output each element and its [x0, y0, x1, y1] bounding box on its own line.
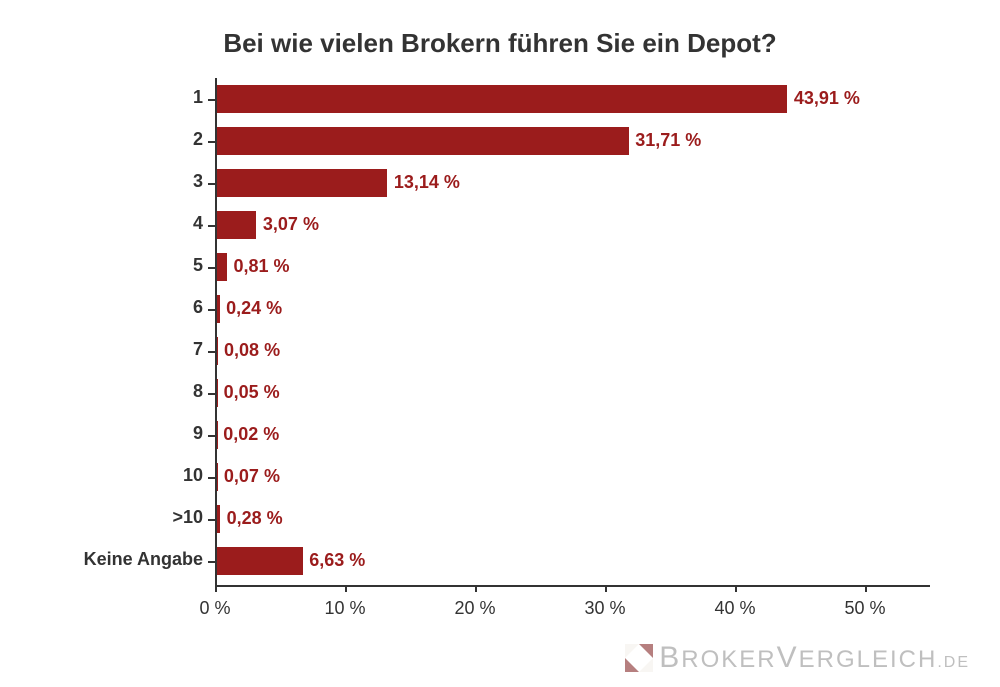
- plot-area: 43,91 % 31,71 % 13,14 % 3,07 % 0,81 % 0,24 % 0…: [215, 78, 930, 625]
- bar-value-label: 31,71 %: [635, 130, 701, 151]
- bar: [217, 211, 257, 239]
- x-axis-tick-label: 20 %: [454, 598, 495, 619]
- y-axis-label: 4: [193, 213, 203, 234]
- bar-value-label: 0,08 %: [224, 340, 280, 361]
- y-axis-label: Keine Angabe: [84, 549, 203, 570]
- x-axis-tick: [345, 585, 347, 592]
- y-axis-tick: [208, 519, 215, 521]
- y-axis-tick: [208, 561, 215, 563]
- y-axis-label: 1: [193, 87, 203, 108]
- x-axis-tick: [215, 585, 217, 592]
- x-axis-tick: [865, 585, 867, 592]
- y-axis-tick: [208, 99, 215, 101]
- x-axis-line: [215, 585, 930, 587]
- bar-value-label: 43,91 %: [794, 88, 860, 109]
- y-axis-label: 7: [193, 339, 203, 360]
- x-axis-tick-label: 50 %: [844, 598, 885, 619]
- y-axis-tick: [208, 351, 215, 353]
- bar-value-label: 6,63 %: [309, 550, 365, 571]
- bar: [217, 295, 220, 323]
- x-axis-tick-label: 10 %: [324, 598, 365, 619]
- bar-value-label: 0,07 %: [224, 466, 280, 487]
- bar: [217, 505, 221, 533]
- y-axis-tick: [208, 435, 215, 437]
- bar: [217, 463, 218, 491]
- x-axis-tick: [735, 585, 737, 592]
- bar-value-label: 0,28 %: [227, 508, 283, 529]
- y-axis-tick: [208, 393, 215, 395]
- bar-value-label: 3,07 %: [263, 214, 319, 235]
- y-axis-label: 9: [193, 423, 203, 444]
- bar: [217, 337, 218, 365]
- chart-container: Bei wie vielen Brokern führen Sie ein De…: [0, 0, 1000, 687]
- y-axis-label: 10: [183, 465, 203, 486]
- bar: [217, 85, 788, 113]
- y-axis-label: 8: [193, 381, 203, 402]
- x-axis-tick-label: 0 %: [199, 598, 230, 619]
- bar-value-label: 0,24 %: [226, 298, 282, 319]
- x-axis-tick-label: 40 %: [714, 598, 755, 619]
- bar-value-label: 0,81 %: [234, 256, 290, 277]
- x-axis-tick: [605, 585, 607, 592]
- x-axis-tick-label: 30 %: [584, 598, 625, 619]
- brand-logo: BROKERVERGLEICH.DE: [625, 641, 970, 675]
- bar: [217, 253, 228, 281]
- y-axis-tick: [208, 183, 215, 185]
- y-axis-label: 2: [193, 129, 203, 150]
- bar-value-label: 0,02 %: [223, 424, 279, 445]
- bar: [217, 379, 218, 407]
- y-axis-label: 3: [193, 171, 203, 192]
- bar: [217, 169, 388, 197]
- bar-value-label: 0,05 %: [224, 382, 280, 403]
- y-axis-tick: [208, 477, 215, 479]
- y-axis-label: 5: [193, 255, 203, 276]
- brokervergleich-icon: [625, 644, 653, 672]
- bar-value-label: 13,14 %: [394, 172, 460, 193]
- y-axis-tick: [208, 225, 215, 227]
- y-axis-tick: [208, 309, 215, 311]
- y-axis-tick: [208, 141, 215, 143]
- bar: [217, 547, 303, 575]
- chart-title: Bei wie vielen Brokern führen Sie ein De…: [0, 0, 1000, 59]
- bar: [217, 127, 629, 155]
- y-axis-label: >10: [172, 507, 203, 528]
- brand-logo-text: BROKERVERGLEICH.DE: [659, 641, 970, 675]
- x-axis-tick: [475, 585, 477, 592]
- y-axis-label: 6: [193, 297, 203, 318]
- y-axis-tick: [208, 267, 215, 269]
